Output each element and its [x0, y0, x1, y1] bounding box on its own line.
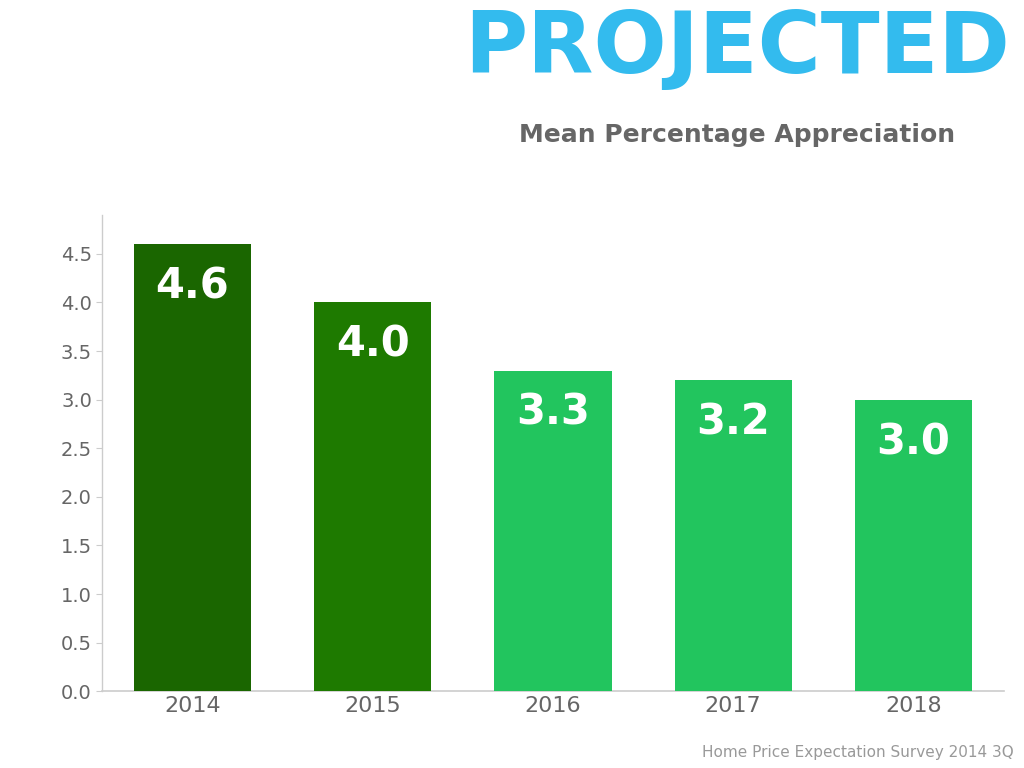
Bar [855, 399, 972, 691]
Bar [134, 244, 251, 691]
Text: 3.0: 3.0 [877, 421, 950, 463]
Bar [314, 303, 431, 691]
Text: 4.6: 4.6 [156, 266, 229, 307]
Text: 3.3: 3.3 [516, 392, 590, 434]
Text: Mean Percentage Appreciation: Mean Percentage Appreciation [519, 123, 955, 147]
Text: 4.0: 4.0 [336, 324, 410, 366]
Bar [495, 370, 611, 691]
Text: PROJECTED: PROJECTED [464, 8, 1011, 91]
Text: Home Price Expectation Survey 2014 3Q: Home Price Expectation Survey 2014 3Q [702, 745, 1014, 760]
Text: 3.2: 3.2 [696, 402, 770, 444]
Bar [675, 380, 792, 691]
